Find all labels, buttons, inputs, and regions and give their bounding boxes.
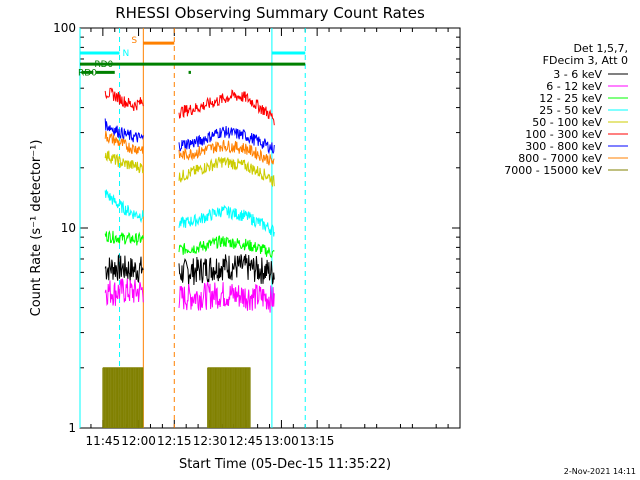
series-line	[104, 253, 144, 283]
event-bar-label: RD0	[94, 60, 113, 70]
y-axis-label: Count Rate (s⁻¹ detector⁻¹)	[29, 140, 44, 317]
series-line	[178, 254, 275, 286]
legend-entry-label: 800 - 7000 keV	[518, 152, 602, 165]
series-line	[178, 281, 275, 313]
legend-entry-label: 50 - 100 keV	[532, 116, 602, 129]
legend-header-line-2: FDecim 3, Att 0	[543, 54, 628, 67]
series-line	[178, 156, 275, 188]
legend-entry-label: 6 - 12 keV	[546, 80, 602, 93]
legend-entry-label: 25 - 50 keV	[539, 104, 602, 117]
legend-entry-label: 100 - 300 keV	[525, 128, 602, 141]
x-axis-label: Start Time (05-Dec-15 11:35:22)	[179, 457, 391, 472]
series-line	[178, 139, 275, 166]
event-bar-label: S	[131, 36, 137, 46]
x-tick-label: 13:00	[264, 434, 299, 448]
x-tick-label: 11:45	[86, 434, 121, 448]
x-tick-label: 12:15	[157, 434, 192, 448]
y-tick-label: 100	[53, 21, 76, 35]
legend-header-line-1: Det 1,5,7,	[573, 42, 628, 55]
axis-ticks: 11:45 12:00 12:15 12:30 12:45 13:00 13:15 1 10 10…	[53, 21, 460, 448]
series-line	[104, 87, 144, 111]
series-line	[104, 131, 144, 155]
series-line	[104, 189, 144, 224]
x-tick-label: 12:45	[228, 434, 263, 448]
y-tick-label: 1	[68, 421, 76, 435]
series-line	[178, 235, 275, 259]
series-line	[104, 278, 144, 307]
series-line	[178, 204, 275, 237]
legend-entry-label: 12 - 25 keV	[539, 92, 602, 105]
series-line	[104, 118, 144, 143]
y-tick-label: 10	[61, 221, 76, 235]
x-tick-label: 12:00	[121, 434, 156, 448]
series-line	[104, 230, 144, 246]
chart-title: RHESSI Observing Summary Count Rates	[115, 4, 425, 22]
legend-entry-label: 300 - 800 keV	[525, 140, 602, 153]
data-series	[102, 87, 275, 428]
legend-entry-label: 7000 - 15000 keV	[504, 164, 602, 177]
event-bar-label: N	[123, 49, 130, 59]
series-line	[104, 150, 144, 174]
legend-entry-label: 3 - 6 keV	[553, 68, 602, 81]
event-bar-label: RD0	[78, 68, 97, 78]
series-line	[178, 125, 275, 155]
footer-date: 2-Nov-2021 14:11	[564, 467, 636, 476]
x-tick-label: 13:15	[300, 434, 335, 448]
x-tick-label: 12:30	[193, 434, 228, 448]
series-line	[178, 89, 275, 126]
